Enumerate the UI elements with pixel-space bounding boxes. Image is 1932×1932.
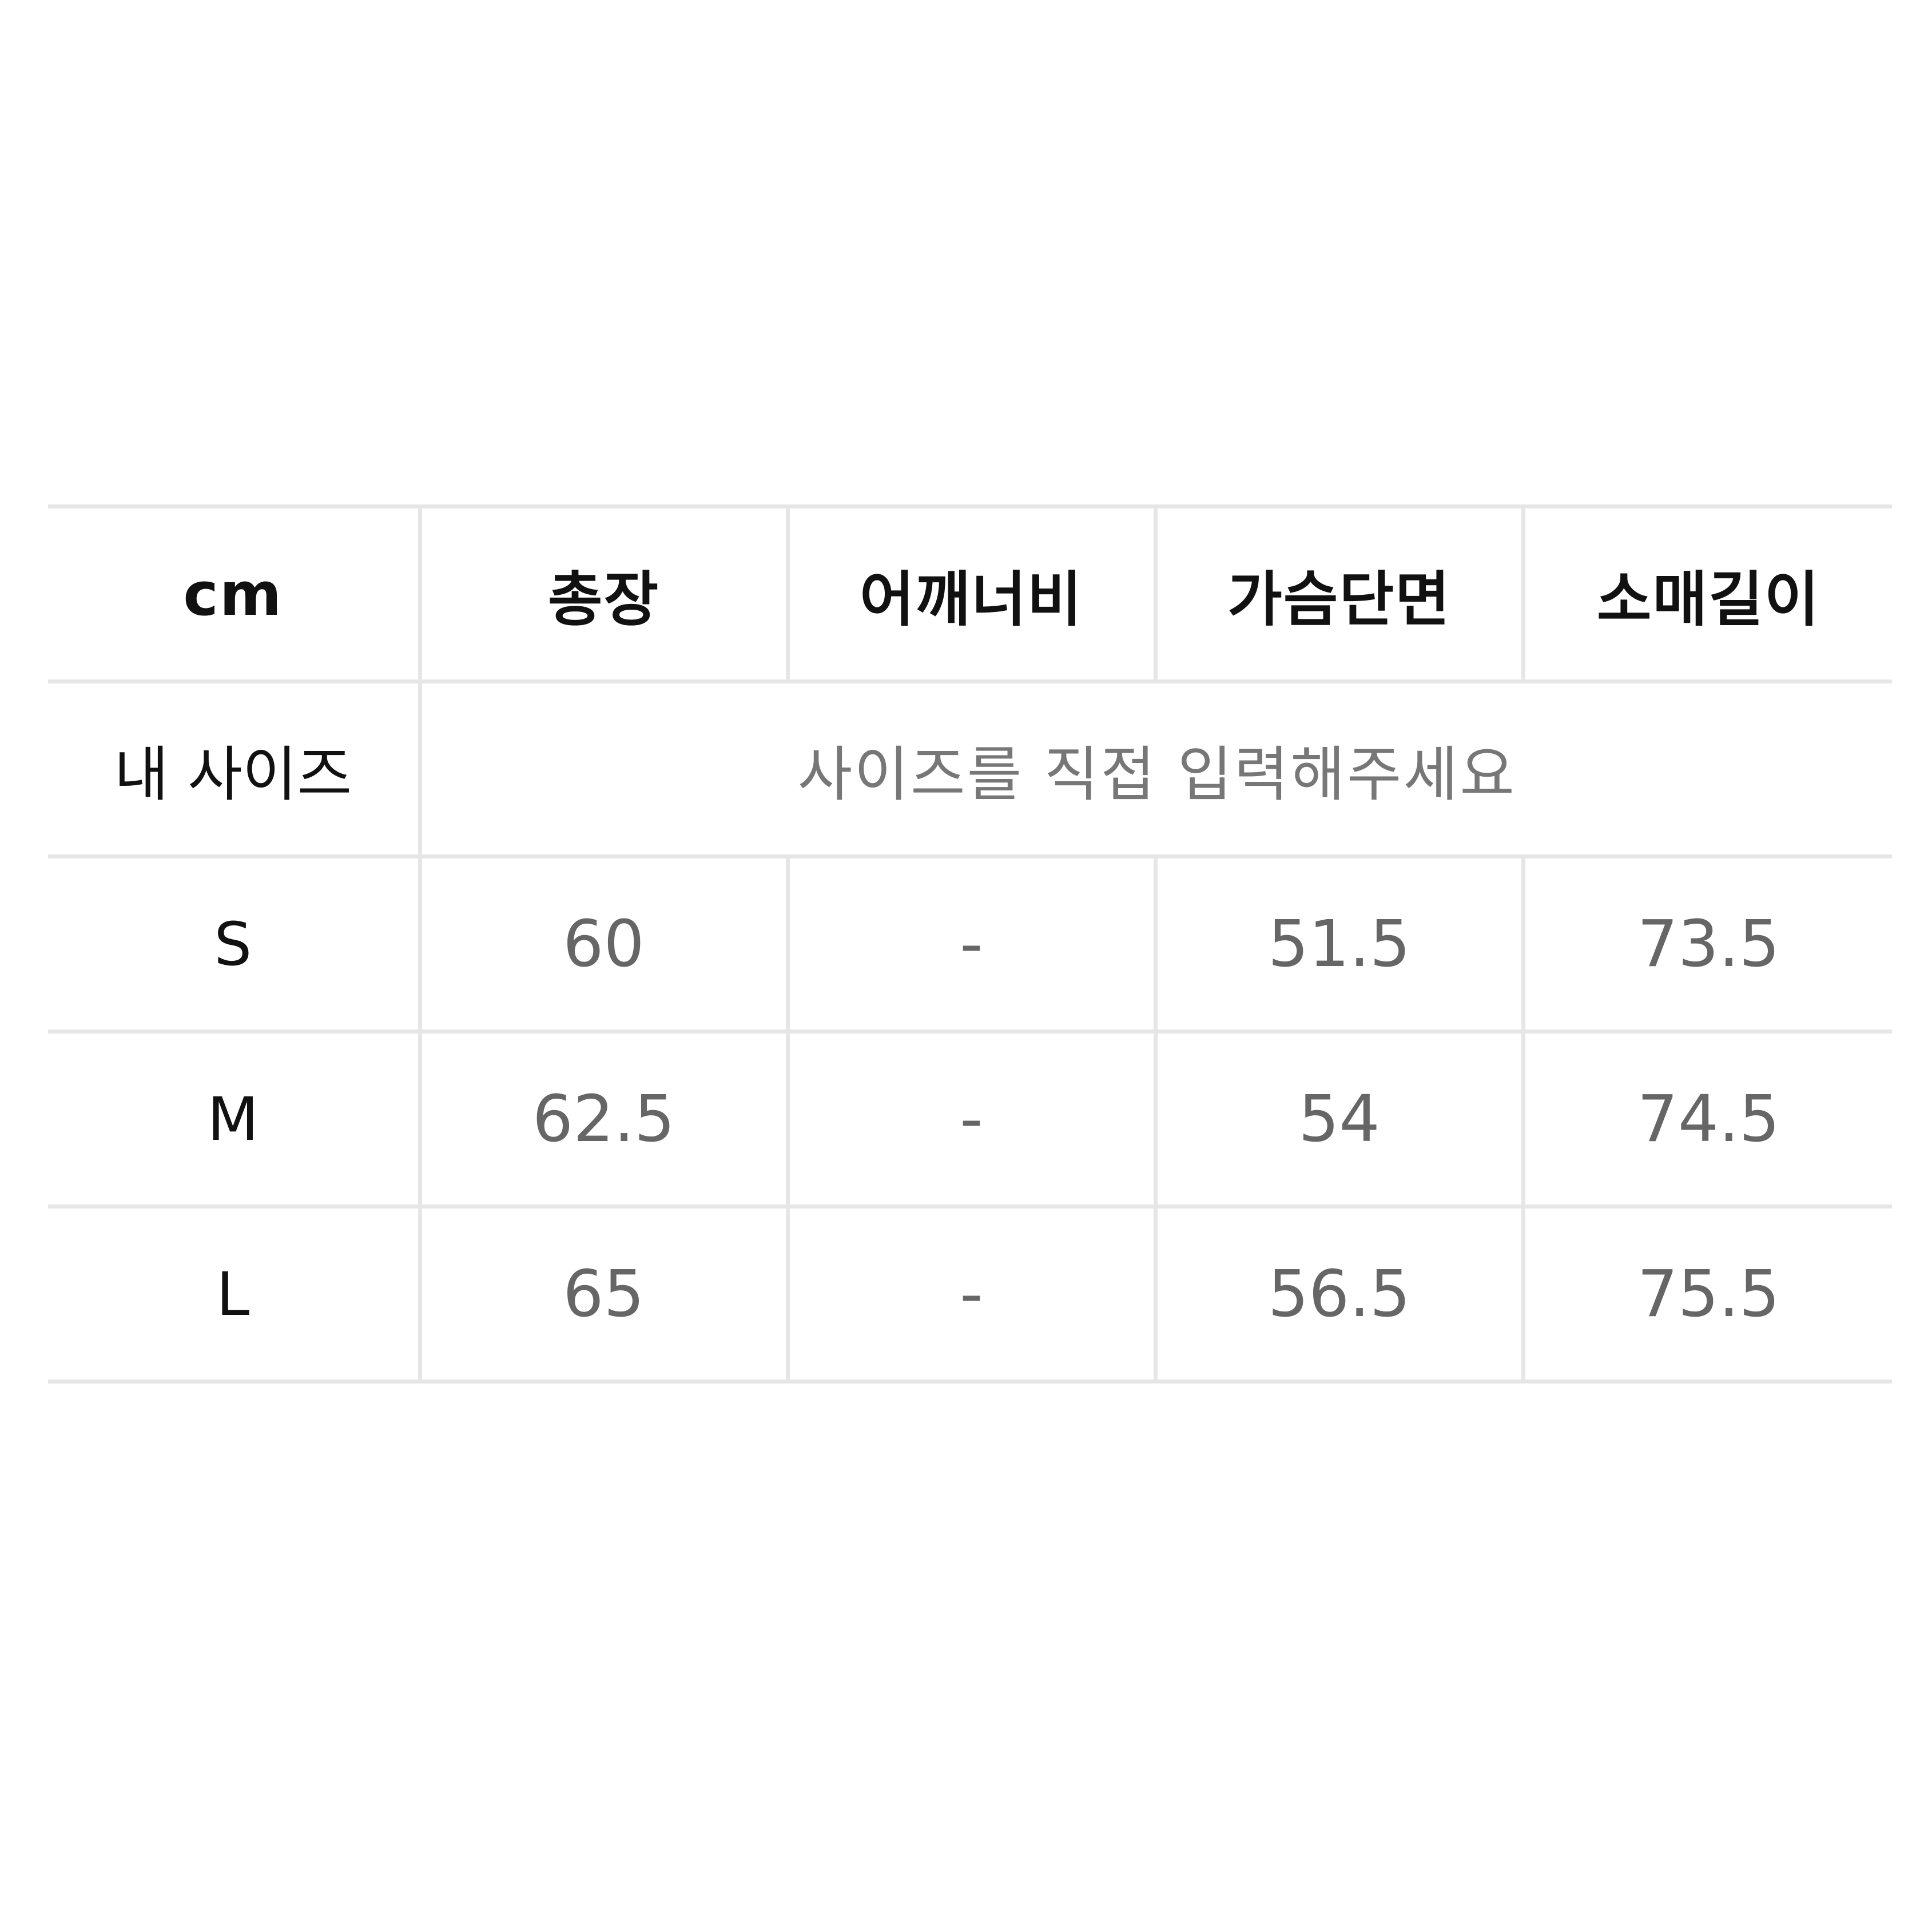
total-length-value: 60 bbox=[418, 854, 790, 1033]
chest-width-value: 51.5 bbox=[1153, 854, 1525, 1033]
size-table: cm 총장 어깨너비 가슴단면 소매길이 내 사이즈 사이즈를 직접 입력해주세… bbox=[48, 504, 1892, 1384]
size-label: S bbox=[48, 854, 422, 1033]
sleeve-length-value: 75.5 bbox=[1521, 1204, 1892, 1384]
column-header-total-length: 총장 bbox=[418, 504, 790, 683]
my-size-row: 내 사이즈 사이즈를 직접 입력해주세요 bbox=[48, 679, 1892, 858]
chest-width-value: 56.5 bbox=[1153, 1204, 1525, 1384]
shoulder-width-value: - bbox=[785, 1029, 1158, 1209]
shoulder-width-value: - bbox=[785, 854, 1158, 1033]
column-header-chest-width: 가슴단면 bbox=[1153, 504, 1525, 683]
table-row: L 65 - 56.5 75.5 bbox=[48, 1204, 1892, 1384]
sleeve-length-value: 74.5 bbox=[1521, 1029, 1892, 1209]
size-label: L bbox=[48, 1204, 422, 1384]
chest-width-value: 54 bbox=[1153, 1029, 1525, 1209]
shoulder-width-value: - bbox=[785, 1204, 1158, 1384]
total-length-value: 62.5 bbox=[418, 1029, 790, 1209]
sleeve-length-value: 73.5 bbox=[1521, 854, 1892, 1033]
column-header-shoulder-width: 어깨너비 bbox=[785, 504, 1158, 683]
column-header-sleeve-length: 소매길이 bbox=[1521, 504, 1892, 683]
table-row: S 60 - 51.5 73.5 bbox=[48, 854, 1892, 1033]
unit-header: cm bbox=[48, 504, 422, 683]
my-size-input-prompt[interactable]: 사이즈를 직접 입력해주세요 bbox=[418, 679, 1892, 858]
header-row: cm 총장 어깨너비 가슴단면 소매길이 bbox=[48, 504, 1892, 683]
table-row: M 62.5 - 54 74.5 bbox=[48, 1029, 1892, 1209]
size-label: M bbox=[48, 1029, 422, 1209]
my-size-label: 내 사이즈 bbox=[48, 679, 422, 858]
total-length-value: 65 bbox=[418, 1204, 790, 1384]
